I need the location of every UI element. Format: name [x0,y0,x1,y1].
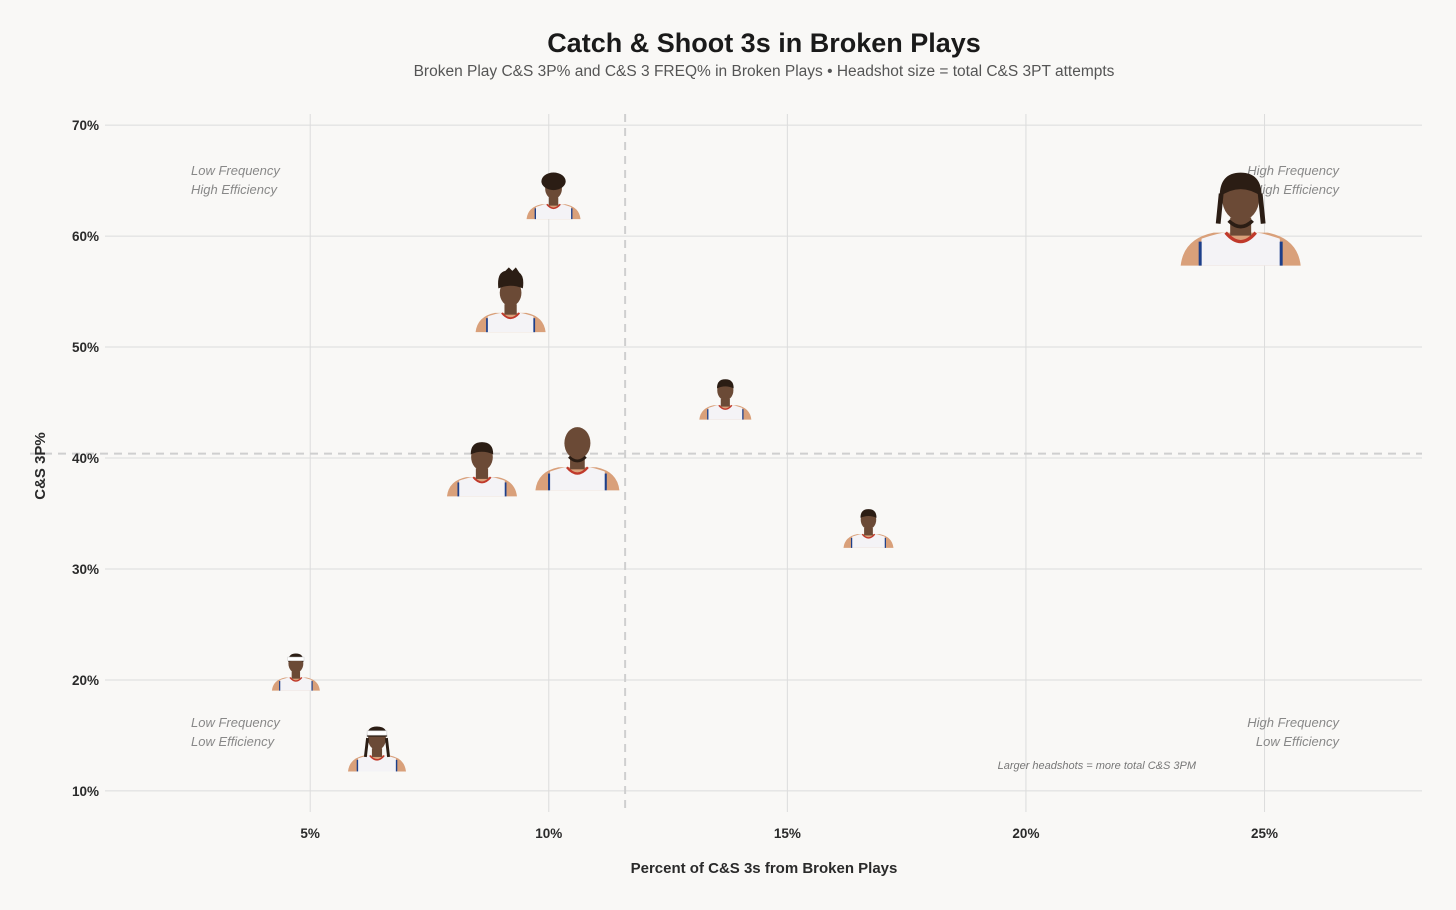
chart-title: Catch & Shoot 3s in Broken Plays [547,28,981,58]
player-headshots [271,172,1301,772]
player-headshot [843,509,894,548]
jersey-collar [546,203,561,210]
jersey [534,204,573,220]
jersey [850,534,886,548]
x-tick-label: 5% [300,826,320,841]
reference-lines [30,114,1422,812]
quad-label-top-left-1: Low Frequency [191,163,281,178]
player-headshot [347,726,406,772]
hair [717,379,734,389]
y-tick-label: 50% [72,340,99,355]
jersey-collar [861,533,876,539]
x-tick-label: 15% [774,826,801,841]
jersey [457,477,507,497]
jersey [279,677,313,691]
hair-braids [1215,193,1266,224]
player-headshot [526,172,581,220]
size-note: Larger headshots = more total C&S 3PM [998,760,1197,772]
player-headshot [1180,172,1301,266]
quad-label-top-right-2: High Efficiency [1253,182,1340,197]
x-tick-label: 20% [1012,826,1039,841]
jersey-collar [1224,231,1257,244]
beard [1227,219,1254,229]
hair-dreads [363,737,391,758]
chart-subtitle: Broken Play C&S 3P% and C&S 3 FREQ% in B… [413,63,1115,80]
quad-label-bottom-right-1: High Frequency [1247,715,1340,730]
jersey-collar [566,466,589,475]
jersey-collar [369,754,385,761]
player-headshot [535,427,620,491]
player-headshot [271,653,320,691]
y-tick-label: 40% [72,451,99,466]
quad-label-bottom-right-2: Low Efficiency [1256,734,1341,749]
headband [287,656,305,661]
neck [504,304,517,315]
headband [366,730,388,736]
x-axis-title: Percent of C&S 3s from Broken Plays [631,860,898,877]
hair [541,172,566,191]
y-tick-label: 30% [72,562,99,577]
y-tick-label: 70% [72,118,99,133]
y-tick-label: 10% [72,784,99,799]
hair [860,509,877,518]
beard [568,455,587,463]
y-tick-label: 60% [72,229,99,244]
y-axis-ticks: 10% 20% 30% 40% 50% 60% 70% [72,118,99,799]
jersey-collar [472,476,492,484]
face [564,427,591,460]
player-headshot [699,379,752,420]
neck [548,197,559,206]
y-axis-title: C&S 3P% [32,432,49,500]
quadrant-labels: Low Frequency High Efficiency High Frequ… [191,163,1340,749]
jersey [356,755,398,772]
jersey [1198,232,1283,266]
quad-label-bottom-left-1: Low Frequency [191,715,281,730]
quad-label-bottom-left-2: Low Efficiency [191,734,276,749]
neck [291,671,301,679]
jersey [486,312,536,333]
x-tick-label: 25% [1251,826,1278,841]
jersey-collar [501,312,521,320]
jersey [707,405,744,420]
neck [475,468,489,479]
hair [1219,172,1262,197]
x-tick-label: 10% [535,826,562,841]
jersey-collar [718,404,733,410]
neck [371,748,383,757]
neck [864,527,873,536]
hair [470,442,494,455]
neck [720,398,730,407]
player-headshot [475,267,546,333]
quad-label-top-right-1: High Frequency [1247,163,1340,178]
hair [498,267,524,289]
grid-lines [105,114,1422,812]
jersey [548,467,607,491]
jersey-collar [289,677,303,682]
player-headshot [446,442,517,497]
quad-label-top-left-2: High Efficiency [191,182,278,197]
y-tick-label: 20% [72,673,99,688]
x-axis-ticks: 5% 10% 15% 20% 25% [300,826,1278,841]
